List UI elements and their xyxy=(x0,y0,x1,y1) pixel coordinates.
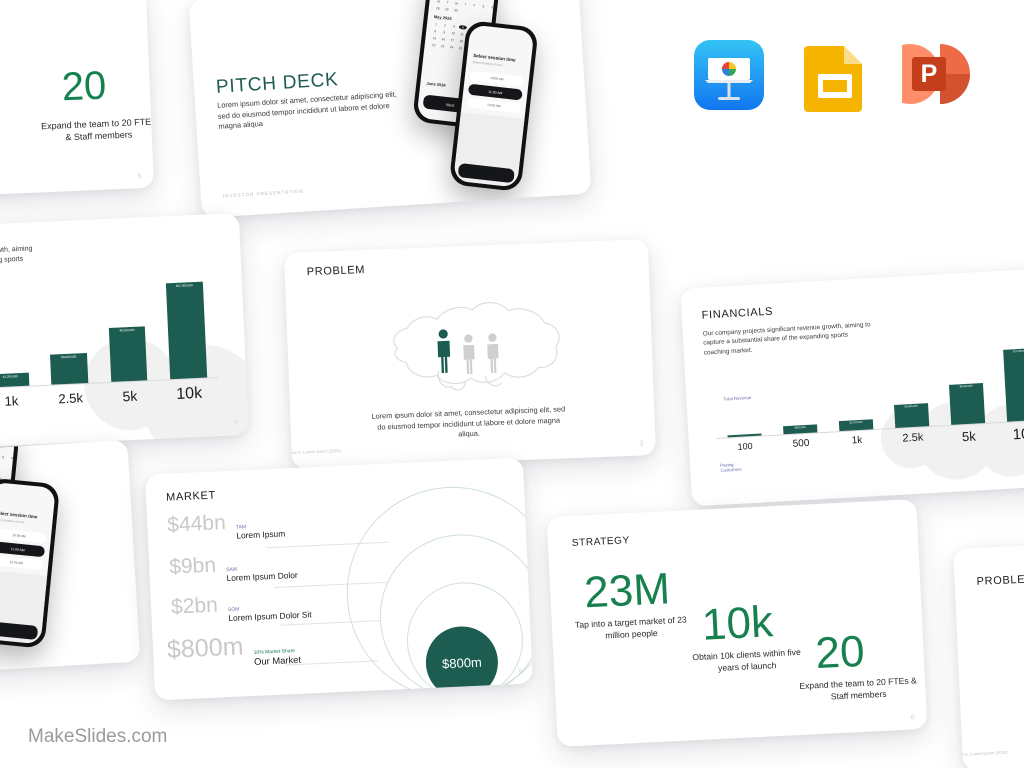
google-slides-icon[interactable] xyxy=(802,42,868,117)
calendar-weekday-row: MT WT FS S xyxy=(1,455,14,461)
bar: $1,200,000 xyxy=(838,419,874,432)
bar-column: $12,000,000 xyxy=(154,265,218,380)
slide-problem[interactable]: PROBLEM Lorem ipsum dolor sit amet, cons… xyxy=(283,239,657,469)
slide-financials[interactable]: FINANCIALS Our company projects signific… xyxy=(680,267,1024,507)
problem-source-note: Source: Lorem Ipsum (2024) xyxy=(287,448,342,456)
pitch-deck-footer: INVESTOR PRESENTATION xyxy=(222,188,304,199)
strategy-metric-value-3: 20 xyxy=(60,63,108,110)
strategy-metric-value-3: 20 xyxy=(814,626,866,679)
market-amount: $9bn xyxy=(168,553,217,579)
financials-bar-chart: $600,000 $1,200,000 $3,000,000 $6,000,00… xyxy=(712,336,1024,439)
page-number: 3 xyxy=(639,440,644,448)
slide-problem-cropped-right[interactable]: PROBLEM Source: Lorem Ipsum (2024) xyxy=(953,535,1024,768)
chart-bars: $600,000 $1,200,000 $3,000,000 $6,000,00… xyxy=(712,335,1024,438)
bar-column xyxy=(712,351,773,438)
bar-column: $3,000,000 xyxy=(35,271,99,386)
problem-source-note: Source: Lorem Ipsum (2024) xyxy=(954,749,1008,758)
page-title: STRATEGY xyxy=(571,535,631,549)
page-title: FINANCIALS xyxy=(701,305,774,322)
strategy-metric-value-2: 10k xyxy=(700,597,775,650)
strategy-metric-value-1: 23M xyxy=(583,564,672,618)
page-number: 6 xyxy=(137,173,142,181)
bar-column: $12,000,000 xyxy=(991,335,1024,422)
problem-body: Lorem ipsum dolor sit amet, consectetur … xyxy=(371,404,566,439)
slide-pitch-deck-cropped-bottomleft[interactable]: Select start session date MT WT FS S 12 … xyxy=(0,439,141,679)
bar: $12,000,000 xyxy=(1002,347,1024,422)
muted-person-icon xyxy=(487,333,499,374)
calendar-selected-day: 6 xyxy=(458,24,468,30)
muted-person-icon xyxy=(463,334,475,375)
bar-column: $1,200,000 xyxy=(824,345,885,432)
time-slot-selected[interactable]: 11:00 AM xyxy=(0,541,46,558)
strategy-metric-caption-2: Obtain 10k clients within five years of … xyxy=(692,646,801,673)
bar-column: $6,000,000 xyxy=(95,268,159,383)
market-row-sam: $9bn SAM Lorem Ipsum Dolor xyxy=(169,550,298,586)
market-row-tam: $44bn TAM Lorem Ipsum xyxy=(167,508,286,543)
bar-column: $6,000,000 xyxy=(936,338,997,425)
financials-bar-chart: $1,200,000 $3,000,000 $6,000,000 $12,000… xyxy=(0,265,219,395)
time-slot-bottom[interactable]: 12:00 AM xyxy=(466,97,522,114)
bar: $12,000,000 xyxy=(165,281,207,380)
strategy-metric-caption-3: Expand the team to 20 FTEs & Staff membe… xyxy=(799,675,918,702)
region-map-outline xyxy=(393,302,560,391)
page-title: PROBLEM xyxy=(976,573,1024,588)
market-name: Lorem Ipsum Dolor xyxy=(226,569,298,584)
market-row-som: $2bn SOM Lorem Ipsum Dolor Sit xyxy=(171,589,312,625)
phone-time-subtext: Select duration of hour xyxy=(472,59,503,68)
market-row-our-market: $800m 10% Market Share Our Market xyxy=(166,630,301,671)
bar-column: $1,200,000 xyxy=(0,273,40,388)
calendar-month-label-current: May 2024 xyxy=(433,14,452,22)
page-number: 7 xyxy=(234,420,239,428)
chart-xlabel: Paying Customers xyxy=(719,462,742,474)
slide-strategy-cropped-topleft[interactable]: 10k Obtain 10k clients within five years… xyxy=(0,0,155,201)
highlighted-person-icon xyxy=(437,329,451,374)
strategy-metric-caption-1: Tap into a target market of 23 million p… xyxy=(574,614,687,641)
market-name: Our Market xyxy=(253,653,302,667)
microsoft-powerpoint-icon[interactable]: P xyxy=(880,38,974,115)
slide-market[interactable]: MARKET $44bn TAM Lorem Ipsum $9bn SAM Lo… xyxy=(145,457,533,701)
market-name: Lorem Ipsum xyxy=(236,528,286,541)
calendar-month-label-next: June 2024 xyxy=(426,80,446,88)
apple-keynote-icon[interactable] xyxy=(694,40,764,115)
site-watermark: MakeSlides.com xyxy=(28,726,168,747)
page-number: 5 xyxy=(518,668,523,676)
phone-mockup-time[interactable]: Select session time Select duration of h… xyxy=(0,477,61,649)
market-amount: $2bn xyxy=(170,593,219,619)
market-amount: $44bn xyxy=(166,511,227,537)
bar-column: $3,000,000 xyxy=(880,342,941,429)
phone-time-subtext: Select duration of hour xyxy=(0,517,25,525)
bar: $6,000,000 xyxy=(108,326,148,382)
phone-screen-time: Select session time Select duration of h… xyxy=(0,481,56,645)
slide-pitch-deck[interactable]: PITCH DECK Lorem ipsum dolor sit amet, c… xyxy=(188,0,592,219)
strategy-metric-caption-3: Expand the team to 20 FTEs & Staff membe… xyxy=(40,116,155,143)
market-amount: $800m xyxy=(166,632,245,664)
page-title: PROBLEM xyxy=(306,263,366,279)
page-number: 6 xyxy=(910,714,916,722)
slide-strategy[interactable]: STRATEGY 23M Tap into a target market of… xyxy=(546,499,928,747)
time-slot-top[interactable]: 10:00 AM xyxy=(0,528,47,544)
bar: $3,000,000 xyxy=(50,352,89,385)
bar: $1,200,000 xyxy=(0,372,30,388)
chart-bars: $1,200,000 $3,000,000 $6,000,000 $12,000… xyxy=(0,265,218,393)
time-slot-bottom[interactable]: 12:00 AM xyxy=(0,555,44,571)
slide-financials-cropped-left[interactable]: Our company projects significant revenue… xyxy=(0,212,249,454)
bar: $3,000,000 xyxy=(893,403,930,429)
bar-column: $600,000 xyxy=(768,348,829,435)
bar: $6,000,000 xyxy=(948,382,986,425)
phone-screen-time: Select session time Select duration of h… xyxy=(453,24,535,188)
page-title: MARKET xyxy=(165,489,217,504)
svg-text:P: P xyxy=(921,60,938,88)
